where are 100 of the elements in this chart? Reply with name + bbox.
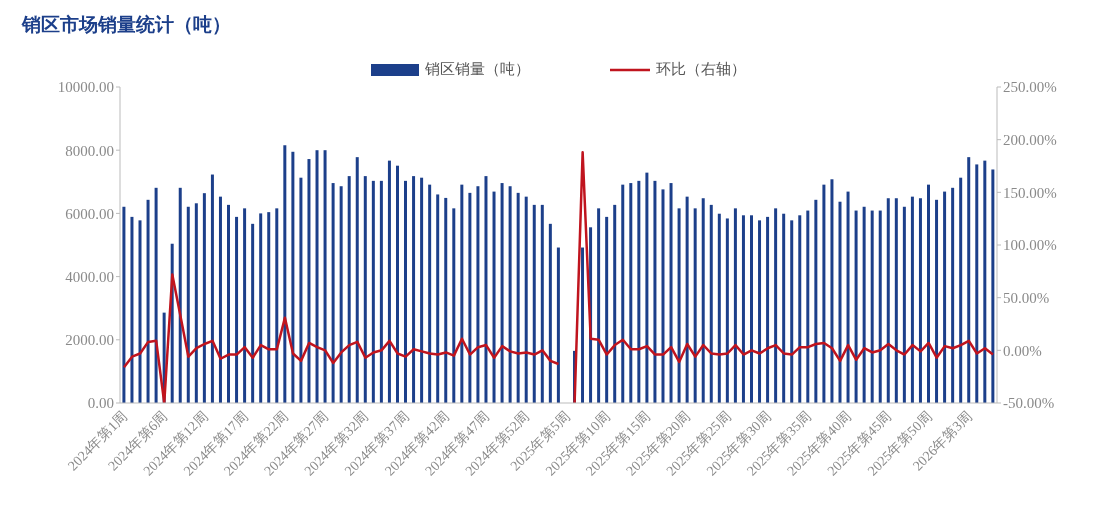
bar: [967, 157, 971, 403]
bar: [733, 208, 737, 403]
bar: [371, 180, 375, 403]
bar: [428, 184, 432, 403]
bar: [629, 183, 633, 403]
bar: [870, 210, 874, 403]
y2-tick-label: 150.00%: [1003, 184, 1057, 201]
bar: [927, 184, 930, 403]
bar: [605, 216, 609, 403]
bar: [846, 191, 850, 403]
bar: [725, 218, 729, 403]
bar: [822, 184, 826, 403]
bar: [943, 191, 947, 403]
bar: [685, 196, 689, 403]
bar: [210, 174, 214, 403]
y-tick-label: 0.00: [87, 395, 114, 412]
bar: [806, 210, 810, 403]
bar: [613, 204, 617, 403]
bar: [693, 208, 697, 403]
bar: [194, 203, 198, 403]
bar: [283, 145, 287, 403]
bar: [951, 187, 955, 403]
bar: [902, 206, 906, 403]
bar: [227, 204, 231, 403]
bar: [146, 199, 150, 403]
bar: [758, 220, 762, 403]
bar: [243, 208, 247, 403]
bar: [218, 196, 222, 403]
bar: [307, 159, 311, 403]
bar: [476, 186, 480, 403]
bar: [854, 210, 858, 403]
bar: [556, 247, 560, 403]
bar: [717, 213, 721, 403]
bar: [323, 150, 327, 403]
bar: [830, 179, 834, 403]
y2-tick-label: 100.00%: [1003, 237, 1057, 254]
bar: [918, 198, 922, 403]
bar: [138, 220, 142, 403]
bar: [452, 208, 456, 403]
y2-tick-label: 200.00%: [1003, 131, 1057, 148]
bar: [621, 184, 625, 403]
bar: [460, 184, 464, 403]
bar: [975, 164, 979, 403]
y2-tick-label: 50.00%: [1003, 289, 1050, 306]
bar: [782, 213, 786, 403]
bar: [838, 201, 842, 403]
bar: [299, 177, 303, 403]
y2-tick-label: 0.00%: [1003, 342, 1042, 359]
bar: [983, 160, 987, 403]
bar: [766, 216, 770, 403]
bar: [202, 193, 206, 403]
bar: [935, 199, 939, 403]
bar: [178, 187, 182, 403]
bar: [645, 172, 649, 403]
bar: [468, 192, 472, 403]
bar: [154, 187, 158, 403]
bar: [516, 192, 520, 403]
bar: [363, 176, 367, 403]
bar: [444, 197, 448, 403]
bar: [886, 198, 890, 403]
bar: [959, 177, 963, 403]
bar: [484, 176, 488, 403]
bar: [420, 177, 424, 403]
bar: [508, 186, 512, 403]
bar: [404, 180, 408, 403]
bar: [894, 198, 898, 403]
bar: [677, 208, 681, 403]
y-tick-label: 6000.00: [65, 205, 114, 222]
chart-title: 销区市场销量统计（吨）: [22, 12, 231, 37]
bar: [548, 223, 552, 403]
legend-label: 销区销量（吨）: [424, 60, 530, 79]
bar: [130, 216, 134, 403]
bar: [741, 215, 745, 403]
bar: [267, 212, 271, 403]
bar: [709, 204, 713, 403]
bar: [331, 183, 335, 403]
bar: [387, 160, 391, 403]
bar: [669, 183, 673, 403]
bar: [597, 208, 601, 403]
bar: [524, 196, 528, 403]
bar: [500, 183, 504, 403]
bar: [436, 194, 440, 403]
y2-tick-label: -50.00%: [1003, 395, 1055, 412]
bar: [347, 176, 351, 403]
bar: [540, 204, 544, 403]
bar: [379, 180, 383, 403]
y-tick-label: 4000.00: [65, 268, 114, 285]
bar: [814, 199, 818, 403]
bar: [275, 208, 279, 403]
bar: [492, 191, 496, 403]
bar: [862, 206, 866, 403]
bar: [790, 220, 794, 403]
bar: [186, 206, 190, 403]
bar: [749, 215, 753, 403]
bar: [395, 165, 399, 403]
bar: [661, 189, 665, 403]
bar: [339, 186, 343, 403]
bar: [315, 150, 319, 403]
y2-tick-label: 250.00%: [1003, 79, 1057, 96]
bar: [259, 213, 263, 403]
